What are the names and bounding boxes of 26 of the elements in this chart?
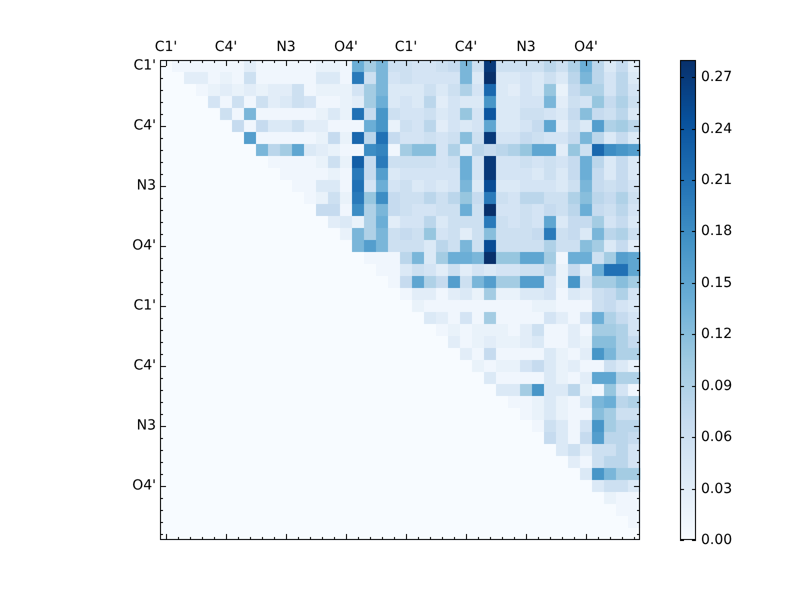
y-tick-label: C4'	[133, 358, 156, 374]
x-tick-label: C1'	[154, 39, 178, 56]
x-tick-label: O4'	[334, 39, 358, 56]
color-bar-label: 0.09	[701, 378, 732, 394]
color-bar-label: 0.12	[701, 326, 732, 342]
color-bar-label: 0.24	[701, 121, 732, 138]
y-tick-label: C1'	[133, 298, 156, 314]
x-tick-label: N3	[276, 39, 296, 56]
y-tick-label: N3	[136, 178, 156, 194]
y-tick-label: C4'	[133, 118, 156, 134]
color-bar-label: 0.00	[701, 532, 732, 548]
color-bar-label: 0.21	[701, 172, 732, 188]
y-tick-label: O4'	[132, 238, 156, 254]
x-tick-label: C1'	[394, 39, 418, 56]
x-tick-label: O4'	[574, 39, 598, 56]
x-tick-label: C4'	[214, 39, 238, 56]
y-tick-label: N3	[136, 418, 156, 434]
color-bar-label: 0.18	[701, 223, 732, 240]
y-tick-label: O4'	[132, 478, 156, 494]
color-bar-label: 0.03	[701, 481, 732, 498]
x-tick-label: N3	[516, 39, 536, 56]
y-tick-label: C1'	[133, 58, 156, 74]
color-bar-label: 0.15	[701, 275, 732, 292]
color-bar-label: 0.06	[701, 429, 732, 446]
color-bar-label: 0.27	[701, 69, 732, 86]
x-tick-label: C4'	[454, 39, 478, 56]
